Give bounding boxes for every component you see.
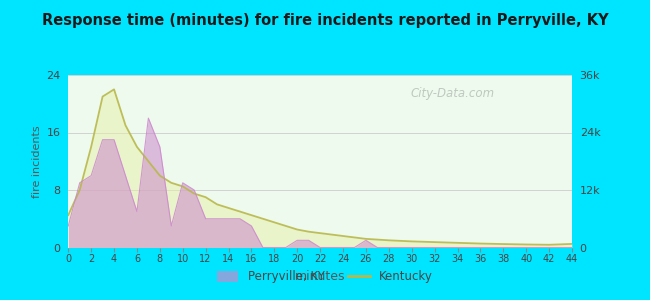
X-axis label: minutes: minutes	[295, 270, 345, 283]
Legend: Perryville, KY, Kentucky: Perryville, KY, Kentucky	[213, 266, 437, 288]
Text: Response time (minutes) for fire incidents reported in Perryville, KY: Response time (minutes) for fire inciden…	[42, 14, 608, 28]
Y-axis label: fire incidents: fire incidents	[32, 125, 42, 198]
Text: City-Data.com: City-Data.com	[411, 87, 495, 100]
